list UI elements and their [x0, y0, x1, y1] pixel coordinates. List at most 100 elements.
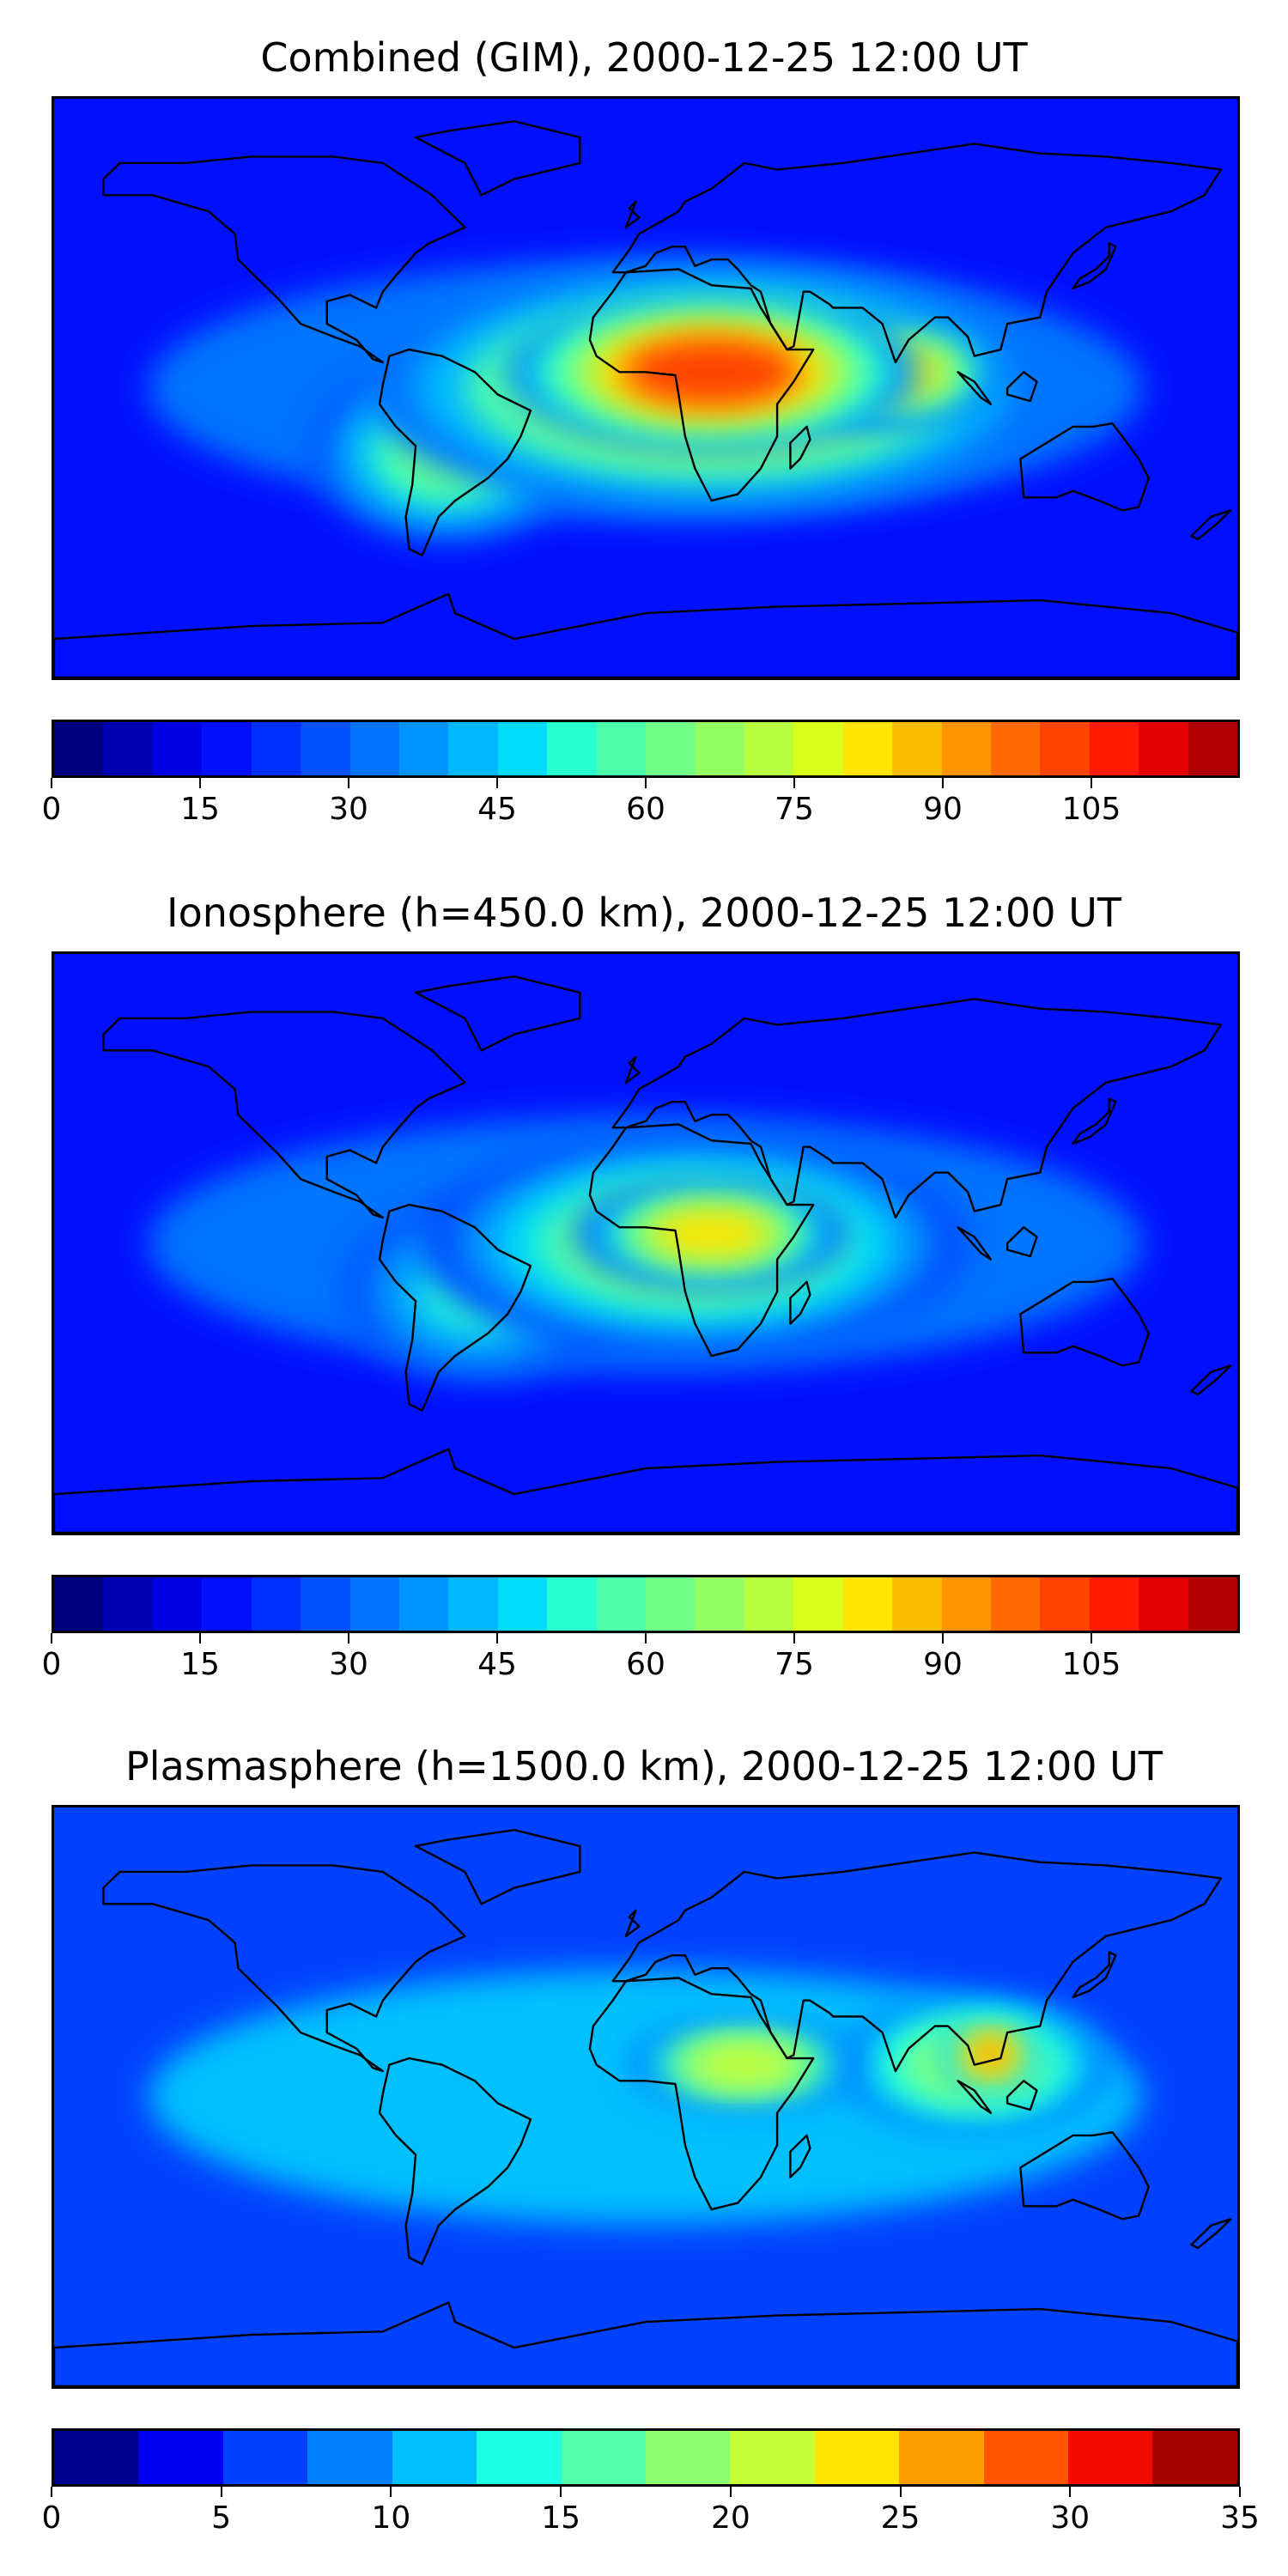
- colorbar-ticks-ionosphere: 0 15 30 45 60 75 90 105: [42, 1633, 1240, 1685]
- colorbar-segment: [1188, 722, 1237, 775]
- colorbar-segment: [1089, 1577, 1139, 1631]
- coastline: [1072, 242, 1117, 290]
- colorbar-ticks-plasmasphere: 0 5 10 15 20 25 30 35: [42, 2487, 1260, 2538]
- coastline: [54, 592, 1237, 677]
- coastline: [414, 120, 581, 197]
- coastline: [1019, 1278, 1150, 1367]
- colorbar-segment: [152, 1577, 203, 1631]
- coastline: [611, 998, 1223, 1219]
- colorbar-tick-label: 45: [477, 1647, 517, 1682]
- panel-title-ionosphere: Ionosphere (h=450.0 km), 2000-12-25 12:0…: [167, 890, 1121, 936]
- colorbar-segment: [1040, 1577, 1090, 1631]
- colorbar-segment: [991, 1577, 1041, 1631]
- colorbar-tick-label: 90: [923, 1647, 963, 1682]
- colorbar-tick-label: 0: [41, 792, 62, 827]
- coastline: [378, 1203, 532, 1412]
- colorbar-segment: [448, 722, 498, 775]
- colorbar-segment: [349, 1577, 399, 1631]
- colorbar-tick-label: 5: [211, 2500, 232, 2536]
- coastline: [54, 1448, 1237, 1533]
- colorbar-segment: [941, 1577, 992, 1631]
- coastline: [957, 2080, 993, 2114]
- colorbar-tick-label: 90: [923, 792, 963, 827]
- coastline: [1005, 1226, 1038, 1258]
- coastline: [102, 1011, 466, 1219]
- map-plasmasphere: [52, 1805, 1240, 2389]
- colorbar-segment: [392, 2431, 477, 2484]
- coastline: [957, 371, 993, 405]
- coastline: [588, 1977, 815, 2211]
- colorbar-segment: [1040, 722, 1090, 775]
- colorbar-segment: [1139, 722, 1188, 775]
- colorbar-segment: [547, 1577, 597, 1631]
- colorbar-tick-label: 15: [180, 1647, 220, 1682]
- colorbar-segment: [991, 722, 1041, 775]
- colorbar-segment: [1089, 722, 1139, 775]
- colorbar-tick-label: 105: [1061, 792, 1121, 827]
- coastline: [1190, 2218, 1232, 2250]
- colorbar-segment: [793, 722, 843, 775]
- colorbar-segment: [695, 1577, 744, 1631]
- colorbar-tick-label: 25: [880, 2500, 920, 2536]
- colorbar-segment: [251, 1577, 301, 1631]
- colorbar-segment: [307, 2431, 392, 2484]
- colorbar-segment: [301, 1577, 350, 1631]
- colorbar-tick-label: 75: [775, 792, 814, 827]
- map-ionosphere: [52, 951, 1240, 1535]
- colorbar-segment: [744, 722, 794, 775]
- coastline: [102, 155, 466, 364]
- colorbar-segment: [54, 1577, 104, 1631]
- colorbar-segment: [1139, 1577, 1188, 1631]
- colorbar-tick-label: 30: [1050, 2500, 1091, 2536]
- hotspot-level: [623, 337, 800, 407]
- colorbar-segment: [596, 1577, 647, 1631]
- coastline: [1005, 2080, 1038, 2111]
- colorbar-segment: [596, 722, 647, 775]
- colorbar-segment: [251, 722, 301, 775]
- colorbar-segment: [730, 2431, 815, 2484]
- colorbar-ticks-combined: 0 15 30 45 60 75 90 105: [42, 778, 1240, 829]
- colorbar-segment: [398, 1577, 449, 1631]
- coastline: [624, 1909, 641, 1937]
- map-combined: [52, 96, 1240, 680]
- colorbar-segment: [892, 1577, 942, 1631]
- colorbar-segment: [814, 2431, 900, 2484]
- colorbar-tick-label: 0: [41, 2500, 62, 2536]
- colorbar-segment: [899, 2431, 984, 2484]
- colorbar-segment: [103, 1577, 153, 1631]
- colorbar-tick-label: 60: [626, 792, 665, 827]
- colorbar-segment: [202, 1577, 252, 1631]
- colorbar-segment: [222, 2431, 308, 2484]
- coastline: [789, 425, 811, 470]
- coastline: [102, 1864, 466, 2073]
- colorbar-segment: [54, 722, 104, 775]
- colorbar-tick-label: 105: [1061, 1647, 1121, 1682]
- colorbar-segment: [793, 1577, 843, 1631]
- panel-title-combined: Combined (GIM), 2000-12-25 12:00 UT: [260, 34, 1028, 81]
- map-svg: [54, 99, 1237, 677]
- map-svg: [54, 1807, 1237, 2386]
- colorbar-segment: [561, 2431, 646, 2484]
- colorbar-segment: [1068, 2431, 1153, 2484]
- coastline: [378, 348, 532, 556]
- colorbar-segment: [477, 2431, 562, 2484]
- map-svg: [54, 954, 1237, 1533]
- coastline: [624, 200, 641, 228]
- coastline: [1005, 371, 1038, 403]
- coastline: [1190, 1364, 1232, 1396]
- coastline: [1072, 1951, 1117, 1999]
- colorbar-segment: [152, 722, 203, 775]
- colorbar-tick-label: 15: [180, 792, 220, 827]
- colorbar-tick-label: 45: [477, 792, 517, 827]
- coastline: [611, 1851, 1223, 2073]
- colorbar-ionosphere: [52, 1575, 1240, 1633]
- colorbar-segment: [138, 2431, 223, 2484]
- colorbar-segment: [842, 722, 893, 775]
- coastline: [1019, 2131, 1150, 2221]
- colorbar-segment: [1152, 2431, 1237, 2484]
- colorbar-segment: [301, 722, 350, 775]
- colorbar-segment: [744, 1577, 794, 1631]
- coastline: [611, 143, 1223, 364]
- colorbar-combined: [52, 720, 1240, 778]
- colorbar-segment: [54, 2431, 139, 2484]
